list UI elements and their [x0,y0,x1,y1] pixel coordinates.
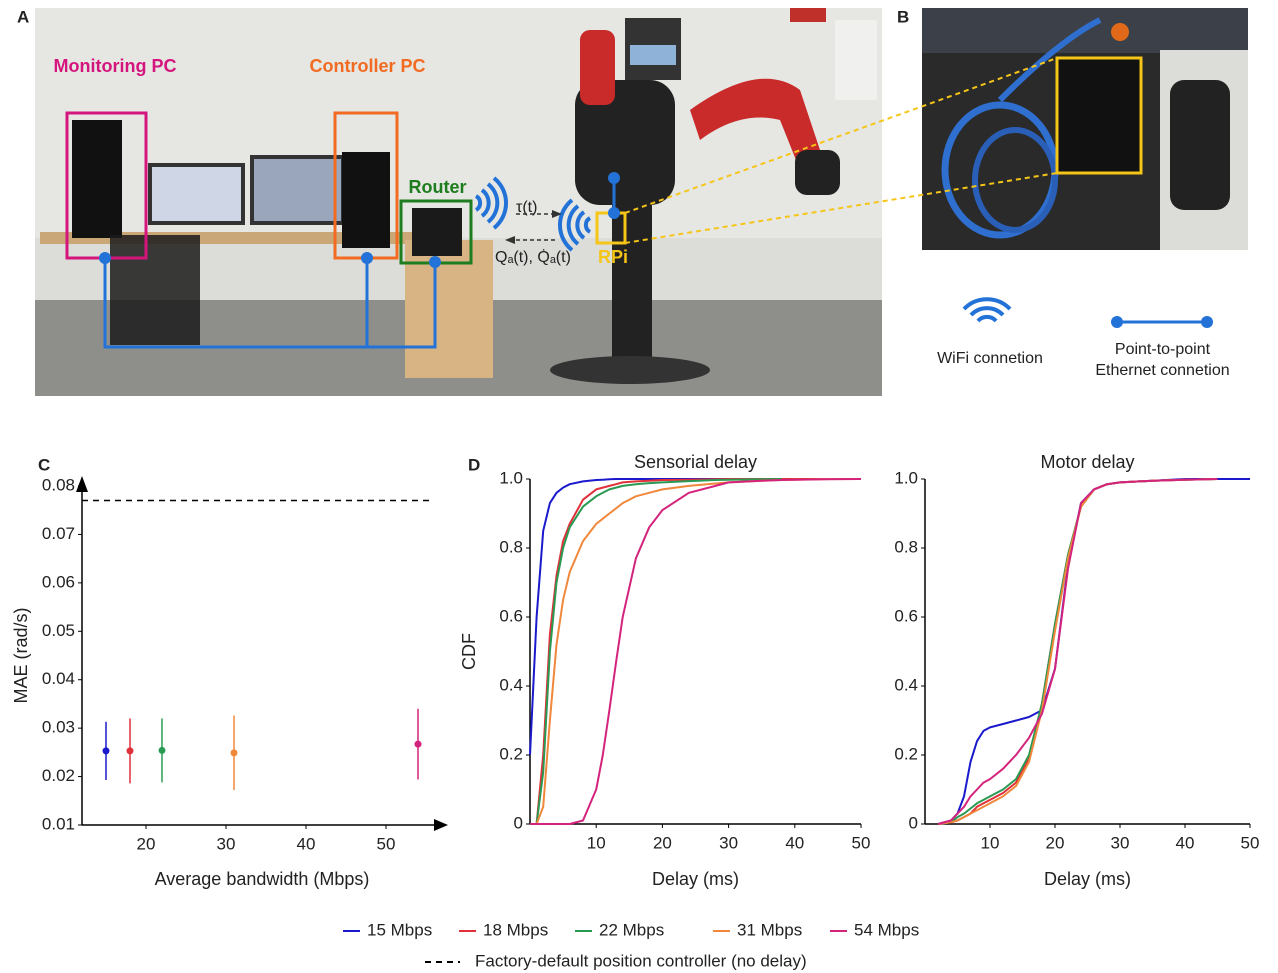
photo-b [922,8,1248,250]
legend-label: 31 Mbps [737,920,802,939]
photo-label: Router [400,176,475,198]
y-tick-label: 0.2 [894,744,918,763]
x-tick-label: 20 [137,834,156,853]
line [530,479,861,824]
point [127,747,134,754]
x-tick-label: 40 [297,834,316,853]
chart: A B C D τ(t) Qₐ(t), Q̇ₐ(t) 0.01 0.02 0.03 0… [0,0,1278,973]
x-tick-label: 10 [981,833,1000,852]
line [530,479,782,824]
y-axis-label: CDF [459,633,479,670]
legend-label: 15 Mbps [367,920,432,939]
y-tick-label: 0.04 [42,669,75,688]
panel-label: C [38,455,50,474]
y-tick-label: 1.0 [894,468,918,487]
x-tick-label: 40 [1176,833,1195,852]
y-tick-label: 0.03 [42,718,75,737]
icon-legend: Point-to-point Ethernet connetion [1085,339,1240,381]
y-tick-label: 0.05 [42,621,75,640]
point [103,747,110,754]
line [938,479,1218,824]
annotation: τ(t) [516,199,537,216]
y-tick-label: 0.02 [42,766,75,785]
y-tick-label: 0 [514,813,523,832]
x-tick-label: 30 [217,834,236,853]
y-tick-label: 0.07 [42,524,75,543]
legend-label: Factory-default position controller (no … [475,951,807,970]
x-tick-label: 30 [719,833,738,852]
legend-label: 54 Mbps [854,920,919,939]
y-tick-label: 0 [909,813,918,832]
line [938,479,1250,824]
x-axis-label: Delay (ms) [652,869,739,889]
line [938,479,1218,824]
line [938,479,1218,824]
axis-arrow [434,819,448,831]
y-tick-label: 0.01 [42,814,75,833]
point [159,747,166,754]
y-axis-label: MAE (rad/s) [11,607,31,703]
line [530,479,861,824]
x-tick-label: 30 [1111,833,1130,852]
photo-label: Monitoring PC [40,55,190,77]
x-axis-label: Average bandwidth (Mbps) [155,869,370,889]
y-tick-label: 0.2 [499,744,523,763]
legend-label: 18 Mbps [483,920,548,939]
panel-label: B [897,7,909,26]
x-tick-label: 50 [377,834,396,853]
y-tick-label: 0.6 [499,606,523,625]
y-tick-label: 0.8 [894,537,918,556]
x-tick-label: 20 [653,833,672,852]
y-tick-label: 0.4 [499,675,523,694]
point [415,741,422,748]
photo-label: RPi [588,246,638,268]
line [530,479,861,824]
annotation: Qₐ(t), Q̇ₐ(t) [495,248,571,266]
legend-label: 22 Mbps [599,920,664,939]
chart-title: Sensorial delay [634,452,757,472]
point [231,749,238,756]
axis-arrow [76,476,88,492]
figure: A B C D τ(t) Qₐ(t), Q̇ₐ(t) 0.01 0.02 0.03 0… [0,0,1278,973]
panel-label: D [468,455,480,474]
y-tick-label: 0.8 [499,537,523,556]
line [938,479,1218,824]
x-tick-label: 40 [785,833,804,852]
x-axis-label: Delay (ms) [1044,869,1131,889]
panel-label: A [17,7,29,26]
x-tick-label: 50 [852,833,871,852]
y-tick-label: 1.0 [499,468,523,487]
icon-legend: WiFi connetion [920,348,1060,369]
y-tick-label: 0.4 [894,675,918,694]
y-tick-label: 0.6 [894,606,918,625]
x-tick-label: 20 [1046,833,1065,852]
x-tick-label: 50 [1241,833,1260,852]
y-tick-label: 0.08 [42,475,75,494]
y-tick-label: 0.06 [42,572,75,591]
x-tick-label: 10 [587,833,606,852]
photo-label: Controller PC [300,55,435,77]
chart-title: Motor delay [1040,452,1134,472]
line [530,479,861,755]
